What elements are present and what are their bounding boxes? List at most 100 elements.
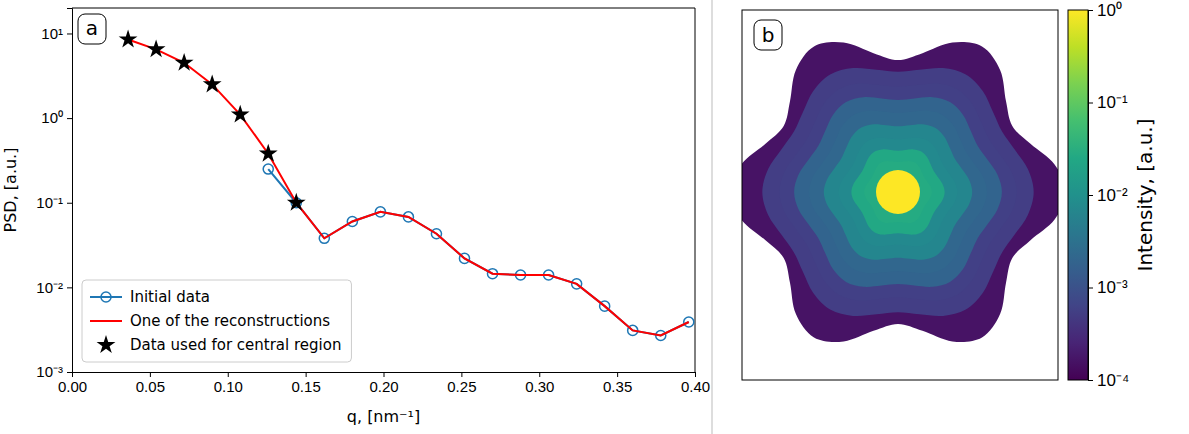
- colorbar-tick: 10⁻¹: [1088, 93, 1128, 112]
- panel-letter-box: [754, 20, 782, 50]
- x-tick: 0.05: [136, 372, 165, 395]
- x-tick-label: 0.20: [369, 378, 398, 395]
- panel-letter-text: a: [86, 16, 98, 40]
- colorbar-axis: 10⁻⁴ 10⁻³ 10⁻² 10⁻¹ 10⁰: [1088, 1, 1129, 390]
- y-tick-mark: [67, 203, 72, 204]
- x-tick-mark: [617, 372, 618, 377]
- image-ring: [809, 111, 987, 274]
- y-tick: 10⁰: [41, 109, 72, 126]
- colorbar-tick-mark: [1088, 10, 1093, 11]
- x-tick-mark: [695, 372, 696, 377]
- y-axis-line: [67, 9, 73, 373]
- y-tick-mark: [67, 33, 72, 34]
- x-axis-title: q, [nm⁻¹]: [347, 407, 420, 426]
- x-tick: 0.10: [214, 372, 243, 395]
- colorbar: [1068, 10, 1088, 380]
- y-tick-mark: [67, 118, 72, 119]
- y-tick-label: 10⁻²: [36, 279, 63, 296]
- panel-letter: b: [754, 20, 782, 50]
- image-center: [876, 170, 920, 214]
- x-tick: 0.20: [369, 372, 398, 395]
- y-tick: 10⁻¹: [36, 194, 72, 211]
- colorbar-tick: 10⁻³: [1088, 278, 1128, 297]
- y-tick-label: 10⁻¹: [36, 194, 63, 211]
- x-tick-mark: [461, 372, 462, 377]
- y-tick-mark: [67, 372, 72, 373]
- diffraction-image: [742, 42, 1058, 342]
- y-axis-title: PSD, [a.u.]: [1, 148, 20, 233]
- image-outer: [742, 42, 1058, 342]
- colorbar-tick: 10⁻²: [1088, 186, 1128, 205]
- image-ring: [851, 149, 944, 234]
- colorbar-tick: 10⁰: [1088, 1, 1122, 20]
- y-tick: 10⁻²: [36, 279, 72, 296]
- legend-label: Data used for central region: [130, 336, 341, 354]
- image-ring: [762, 68, 1033, 316]
- x-tick-label: 0.10: [214, 378, 243, 395]
- colorbar-tick-mark: [1088, 195, 1093, 196]
- series-marker: [263, 164, 273, 174]
- panel-letter-box: [78, 14, 106, 44]
- x-tick-mark: [384, 372, 385, 377]
- legend-line: [90, 320, 122, 322]
- legend-line: [90, 296, 122, 298]
- series-marker: [259, 144, 278, 162]
- x-tick: 0.40: [681, 372, 710, 395]
- legend-label: One of the reconstructions: [130, 312, 330, 330]
- colorbar-tick: 10⁻⁴: [1088, 371, 1129, 390]
- x-tick-mark: [150, 372, 151, 377]
- image-ring: [839, 138, 958, 247]
- series-marker: [231, 105, 250, 123]
- series-marker: [147, 39, 166, 57]
- colorbar-axis-line: [1089, 11, 1094, 381]
- x-tick-label: 0.30: [525, 378, 554, 395]
- panel-b: b 10⁻⁴ 10⁻³ 10⁻² 10⁻¹ 10⁰ Intensity, [a.u.]: [730, 1, 1157, 390]
- panel-letter: a: [78, 14, 106, 44]
- x-tick: 0.30: [525, 372, 554, 395]
- y-tick-mark: [67, 287, 72, 288]
- colorbar-tick-label: 10⁻⁴: [1097, 371, 1129, 390]
- figure: 0.000.050.100.150.200.250.300.350.4010⁻³…: [0, 0, 1189, 434]
- y-tick-label: 10¹: [41, 25, 63, 42]
- colorbar-tick-label: 10⁰: [1097, 1, 1122, 20]
- x-tick-label: 0.15: [292, 378, 321, 395]
- x-axis-line: [73, 373, 696, 378]
- separator: [712, 0, 713, 434]
- x-tick: 0.15: [292, 372, 321, 395]
- panel-a: 0.000.050.100.150.200.250.300.350.4010⁻³…: [1, 8, 710, 426]
- image-ring: [864, 161, 932, 223]
- colorbar-tick-mark: [1088, 288, 1093, 289]
- series-marker: [203, 75, 222, 93]
- legend-marker: [101, 292, 111, 302]
- y-tick: 10¹: [41, 25, 72, 42]
- x-tick: 0.25: [447, 372, 476, 395]
- series-marker: [684, 317, 694, 327]
- legend-marker: [97, 335, 116, 353]
- colorbar-tick-label: 10⁻¹: [1097, 93, 1128, 112]
- colorbar-tick-mark: [1088, 103, 1093, 104]
- image-frame: [742, 10, 1058, 380]
- image-ring: [824, 124, 972, 260]
- y-axis: 10⁻³ 10⁻² 10⁻¹ 10⁰ 10¹: [36, 9, 72, 381]
- colorbar-tick-mark: [1088, 380, 1093, 381]
- legend-label: Initial data: [130, 288, 210, 306]
- x-tick: 0.35: [603, 372, 632, 395]
- frame-top: [72, 8, 695, 9]
- x-tick-label: 0.05: [136, 378, 165, 395]
- x-tick-mark: [306, 372, 307, 377]
- colorbar-title: Intensity, [a.u.]: [1133, 118, 1157, 271]
- series-marker: [175, 53, 194, 71]
- panel-letter-text: b: [762, 23, 775, 47]
- legend: Initial data One of the reconstructions Da…: [82, 280, 351, 362]
- y-tick-label: 10⁻³: [36, 363, 63, 380]
- x-tick-mark: [539, 372, 540, 377]
- y-tick: 10⁻³: [36, 363, 72, 380]
- legend-box: [82, 280, 351, 362]
- frame-right: [695, 8, 696, 372]
- series-marker: [287, 193, 306, 211]
- y-tick-label: 10⁰: [41, 109, 63, 126]
- x-tick-label: 0.40: [681, 378, 710, 395]
- plot-area: [119, 30, 694, 341]
- colorbar-tick-label: 10⁻³: [1097, 278, 1128, 297]
- series-marker: [119, 30, 138, 48]
